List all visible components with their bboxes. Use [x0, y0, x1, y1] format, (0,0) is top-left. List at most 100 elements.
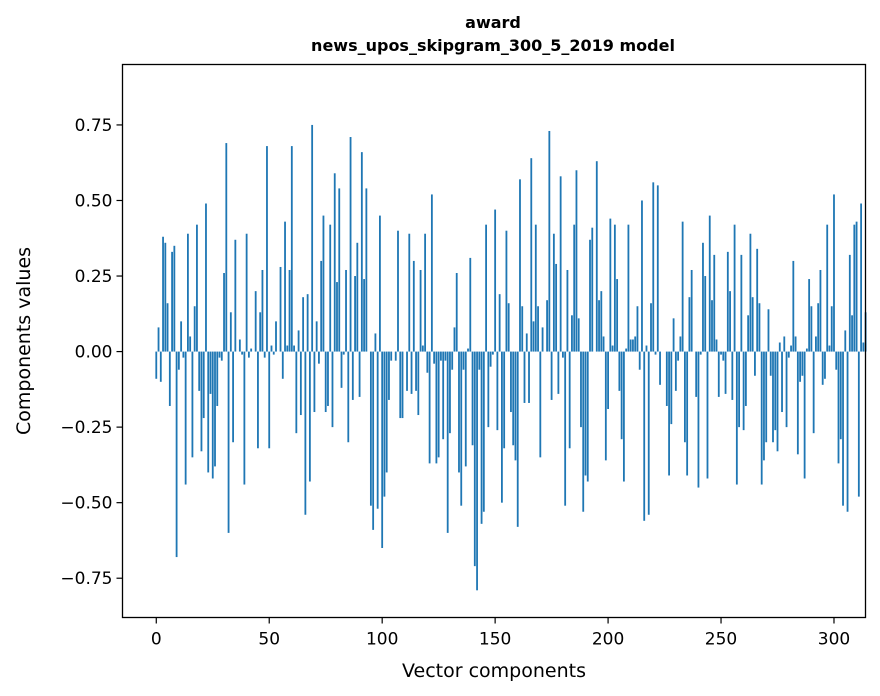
bar [171, 251, 173, 352]
bar [507, 303, 510, 352]
chart-subtitle: news_upos_skipgram_300_5_2019 model [311, 36, 675, 55]
bar [487, 351, 490, 428]
bar [613, 224, 616, 352]
bar [665, 351, 668, 406]
bar [731, 351, 734, 400]
bar [268, 351, 271, 449]
bar [643, 351, 646, 521]
bar [272, 351, 275, 355]
bar [688, 297, 691, 352]
bar [787, 351, 790, 358]
bar [652, 182, 655, 352]
bar [345, 269, 347, 352]
bar [821, 351, 824, 385]
bar [385, 351, 388, 473]
bar [695, 351, 698, 397]
bar [207, 351, 210, 473]
chart-title: award [465, 13, 521, 32]
bar [302, 297, 305, 352]
bar [575, 170, 578, 352]
bar [627, 224, 630, 352]
bar [622, 351, 625, 482]
bar [424, 233, 427, 352]
bar [216, 351, 219, 406]
bar [505, 230, 508, 352]
bar [473, 351, 476, 567]
bar [530, 158, 533, 352]
bar [471, 351, 474, 446]
bar [819, 269, 822, 352]
bar [435, 351, 438, 464]
bar [837, 351, 840, 464]
bar [765, 351, 768, 443]
bar [338, 188, 341, 352]
bar [672, 318, 675, 352]
bar [722, 351, 725, 361]
bar [177, 351, 180, 370]
bar [625, 348, 628, 352]
bar [584, 351, 587, 476]
x-tick-label: 250 [705, 630, 737, 650]
bar [501, 351, 503, 503]
bar [609, 218, 612, 352]
bar [354, 276, 356, 352]
bar [257, 351, 259, 449]
bar [397, 230, 399, 352]
bar [306, 294, 309, 352]
bar [629, 339, 632, 352]
bar [241, 351, 244, 355]
bar [331, 351, 334, 428]
bar [860, 203, 862, 352]
bar [254, 291, 257, 352]
bar [180, 321, 183, 352]
bar [552, 233, 555, 352]
bar [198, 351, 201, 391]
y-tick-label: 0.00 [75, 343, 113, 363]
bar [304, 351, 307, 515]
bar [591, 227, 594, 352]
bar [430, 194, 433, 352]
bar [528, 351, 530, 403]
bar [462, 351, 465, 370]
bar [209, 351, 212, 394]
bar [720, 351, 722, 355]
bar [781, 351, 783, 413]
bar [706, 351, 709, 479]
bar [848, 254, 851, 352]
x-axis-label: Vector components [402, 660, 586, 682]
bar [598, 300, 600, 352]
bar [293, 345, 295, 352]
bar [164, 242, 167, 352]
bar [159, 351, 162, 382]
bar [815, 336, 817, 352]
bar [313, 351, 316, 413]
bar [846, 351, 849, 512]
bar [855, 221, 858, 352]
bar [769, 351, 772, 376]
bar [329, 224, 332, 352]
bar [266, 146, 268, 352]
bar [824, 351, 826, 379]
bar [381, 351, 384, 548]
bar [295, 351, 298, 434]
bar [618, 351, 621, 391]
bar [571, 315, 573, 352]
x-tick-label: 0 [151, 630, 162, 650]
bar [284, 221, 286, 352]
bar [812, 351, 815, 434]
bar [155, 351, 158, 379]
bar [632, 339, 634, 352]
bar [776, 351, 779, 452]
bar [415, 351, 417, 391]
x-tick-label: 150 [479, 630, 511, 650]
bar [733, 224, 736, 352]
bar [485, 224, 487, 352]
bar [767, 309, 770, 352]
bar [351, 351, 354, 400]
bar [336, 282, 338, 352]
bar [433, 351, 436, 364]
bar [327, 351, 329, 406]
bar [774, 351, 777, 431]
